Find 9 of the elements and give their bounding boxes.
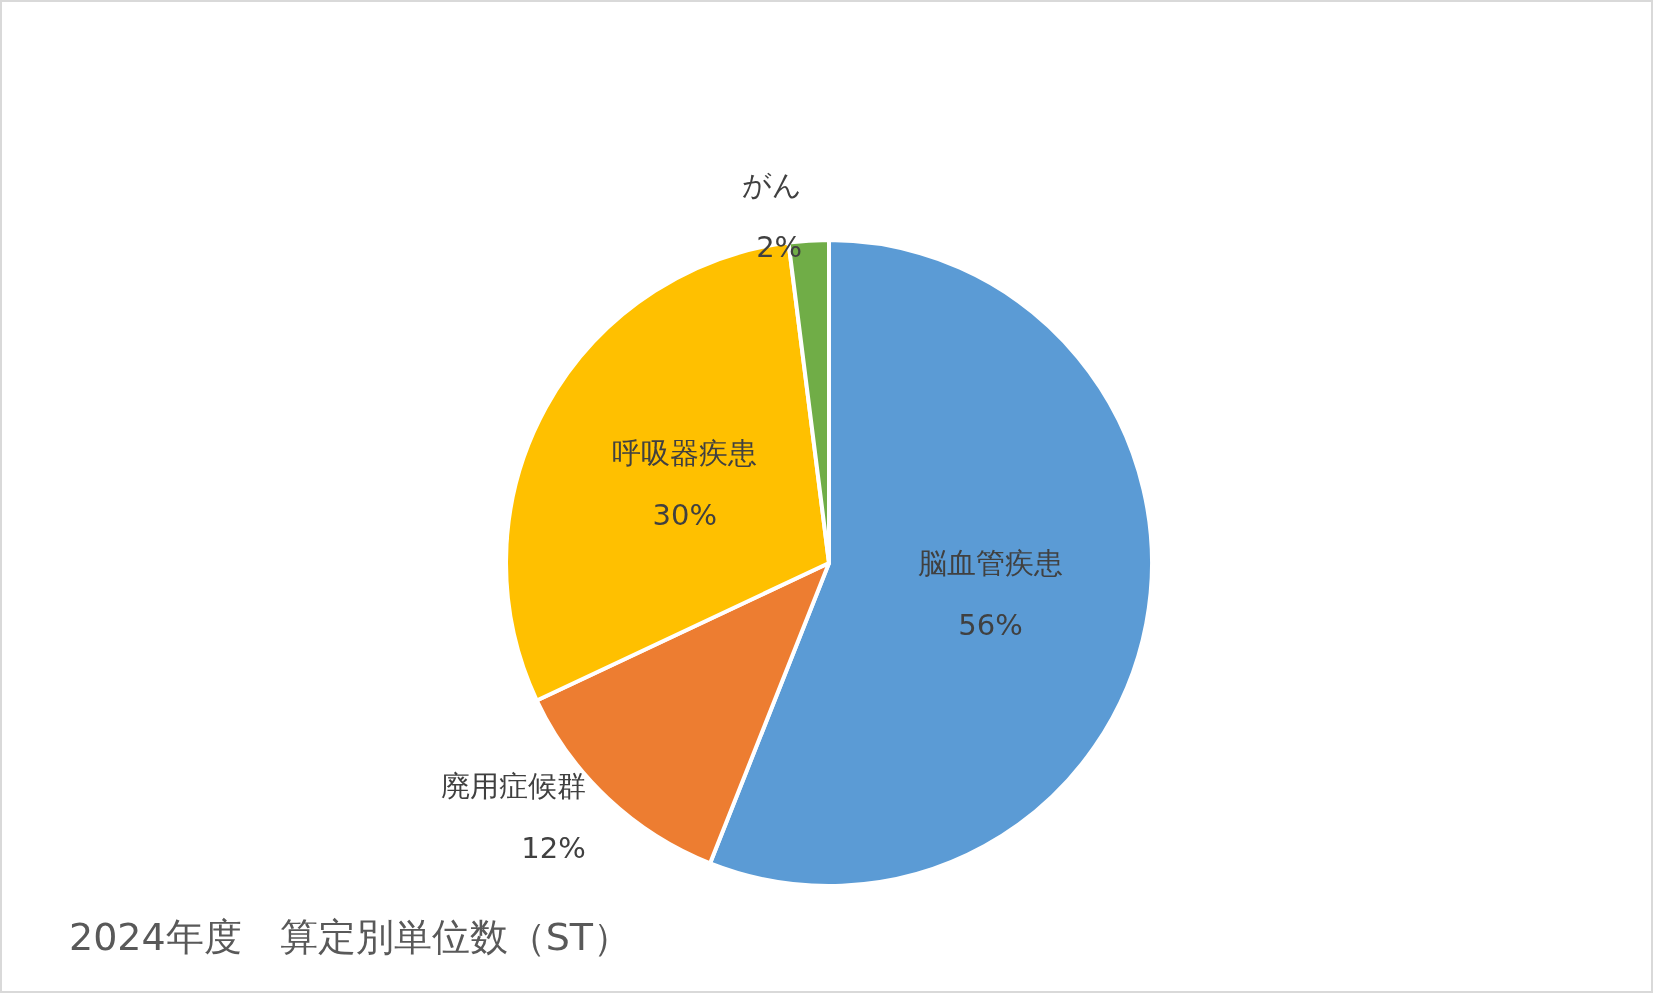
data-label: 30%	[652, 497, 718, 532]
data-label: 12%	[521, 830, 586, 865]
text: 2024年度 算定別単位数（ST）	[69, 915, 632, 959]
slice-label: 脳血管疾患	[918, 545, 1064, 580]
slice-label: 廃用症候群	[440, 768, 586, 803]
data-label: 2%	[756, 229, 803, 264]
slice-label: 呼吸器疾患	[612, 435, 758, 470]
slice-label: がん	[742, 167, 803, 202]
data-label: 56%	[958, 607, 1023, 642]
